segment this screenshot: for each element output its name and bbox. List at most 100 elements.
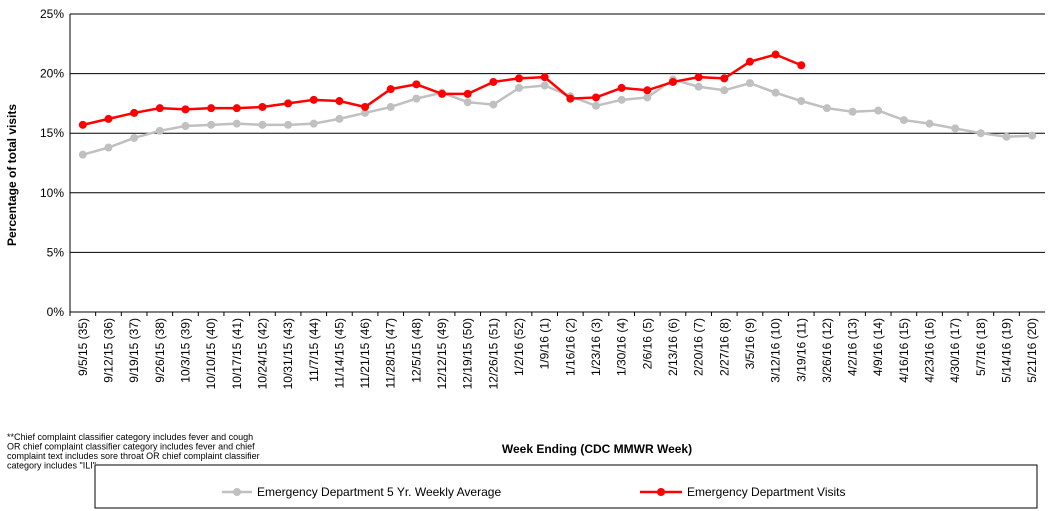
data-point	[617, 95, 626, 104]
x-tick-label: 5/14/16 (19)	[1000, 318, 1014, 383]
data-point	[361, 102, 370, 111]
x-tick-label: 4/30/16 (17)	[948, 318, 962, 383]
x-tick-label: 3/26/16 (12)	[820, 318, 834, 383]
data-point	[130, 108, 139, 117]
data-point	[104, 143, 113, 152]
data-point	[745, 79, 754, 88]
x-tick-label: 1/9/16 (1)	[538, 318, 552, 369]
x-tick-label: 1/2/16 (52)	[512, 318, 526, 376]
x-tick-label: 1/16/16 (2)	[563, 318, 577, 376]
legend-box	[94, 464, 1038, 509]
x-tick-label: 9/26/15 (38)	[153, 318, 167, 383]
data-point	[232, 119, 241, 128]
y-tick-label: 10%	[40, 186, 64, 200]
data-point	[130, 133, 139, 142]
x-tick-label: 3/5/16 (9)	[743, 318, 757, 369]
x-tick-label: 11/7/15 (44)	[307, 318, 321, 382]
data-point	[155, 126, 164, 135]
data-point	[694, 73, 703, 82]
data-point	[951, 124, 960, 133]
data-point	[489, 100, 498, 109]
data-point	[463, 98, 472, 107]
y-tick-label: 25%	[40, 7, 64, 21]
x-tick-label: 10/3/15 (39)	[178, 318, 192, 383]
x-tick-label: 12/19/15 (50)	[461, 318, 475, 389]
data-point	[515, 74, 524, 83]
data-point	[335, 97, 344, 106]
data-point	[207, 104, 216, 113]
x-tick-label: 4/23/16 (16)	[923, 318, 937, 383]
x-tick-label: 10/10/15 (40)	[204, 318, 218, 389]
data-point	[181, 105, 190, 114]
data-point	[284, 99, 293, 108]
x-tick-label: 1/23/16 (3)	[589, 318, 603, 376]
x-tick-label: 10/24/15 (42)	[255, 318, 269, 389]
data-point	[386, 85, 395, 94]
data-point	[566, 94, 575, 103]
data-point	[181, 122, 190, 131]
series-line	[82, 78, 1033, 156]
x-tick-label: 11/21/15 (46)	[358, 318, 372, 389]
data-point	[155, 104, 164, 113]
data-point	[797, 61, 806, 70]
footnote: **Chief complaint classifier category in…	[7, 432, 253, 442]
data-point	[258, 102, 267, 111]
legend-marker	[233, 488, 241, 496]
data-point	[515, 83, 524, 92]
data-point	[745, 57, 754, 66]
x-tick-label: 3/12/16 (10)	[769, 318, 783, 383]
data-point	[694, 82, 703, 91]
data-point	[232, 104, 241, 113]
x-tick-label: 4/16/16 (15)	[897, 318, 911, 383]
x-tick-label: 2/20/16 (7)	[692, 318, 706, 376]
data-point	[78, 120, 87, 129]
data-point	[720, 86, 729, 95]
data-point	[438, 89, 447, 98]
y-tick-label: 5%	[47, 245, 65, 259]
footnote: OR chief complaint classifier category i…	[7, 442, 255, 452]
y-axis-label: Percentage of total visits	[5, 104, 19, 246]
footnote: complaint text includes sore throat OR c…	[7, 451, 260, 461]
data-point	[258, 120, 267, 129]
data-point	[78, 150, 87, 159]
x-tick-label: 5/21/16 (20)	[1025, 318, 1039, 383]
data-point	[1028, 131, 1037, 140]
footnote: category includes "ILI"	[7, 461, 96, 471]
data-point	[848, 107, 857, 116]
x-tick-label: 9/5/15 (35)	[76, 318, 90, 376]
data-point	[976, 129, 985, 138]
x-tick-label: 4/9/16 (14)	[871, 318, 885, 376]
x-tick-label: 9/12/15 (36)	[101, 318, 115, 383]
data-point	[412, 94, 421, 103]
data-point	[822, 104, 831, 113]
data-point	[720, 74, 729, 83]
data-point	[797, 97, 806, 106]
y-tick-label: 0%	[47, 305, 65, 319]
data-point	[899, 116, 908, 125]
x-axis-label: Week Ending (CDC MMWR Week)	[502, 442, 692, 456]
data-point	[771, 50, 780, 59]
x-tick-label: 12/26/15 (51)	[486, 318, 500, 389]
data-point	[874, 106, 883, 115]
legend-marker	[657, 488, 665, 496]
data-point	[309, 119, 318, 128]
x-tick-label: 1/30/16 (4)	[615, 318, 629, 376]
y-tick-label: 15%	[40, 126, 64, 140]
data-point	[591, 93, 600, 102]
legend-label: Emergency Department Visits	[687, 485, 846, 499]
data-point	[386, 102, 395, 111]
x-tick-label: 11/28/15 (47)	[384, 318, 398, 389]
data-point	[335, 114, 344, 123]
data-point	[540, 81, 549, 90]
data-point	[643, 93, 652, 102]
data-point	[309, 95, 318, 104]
data-point	[771, 88, 780, 97]
x-tick-label: 10/17/15 (41)	[230, 318, 244, 389]
data-point	[463, 89, 472, 98]
x-tick-label: 9/19/15 (37)	[127, 318, 141, 383]
y-tick-label: 20%	[40, 67, 64, 81]
data-point	[668, 77, 677, 86]
x-tick-label: 12/12/15 (49)	[435, 318, 449, 389]
x-tick-label: 10/31/15 (43)	[281, 318, 295, 389]
